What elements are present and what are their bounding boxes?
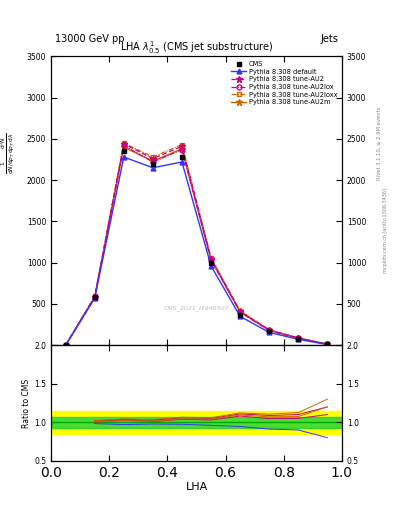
Title: LHA $\lambda^{1}_{0.5}$ (CMS jet substructure): LHA $\lambda^{1}_{0.5}$ (CMS jet substru…	[120, 39, 273, 56]
Text: $\frac{1}{\mathrm{d}N/\mathrm{d}p_T}\frac{\mathrm{d}^2N}{\mathrm{d}p_T\,\mathrm{: $\frac{1}{\mathrm{d}N/\mathrm{d}p_T}\fra…	[0, 133, 17, 175]
Bar	[51, 417, 342, 428]
Bar	[51, 411, 342, 434]
Text: Jets: Jets	[320, 33, 338, 44]
Y-axis label: Ratio to CMS: Ratio to CMS	[22, 378, 31, 428]
Legend: CMS, Pythia 8.308 default, Pythia 8.308 tune-AU2, Pythia 8.308 tune-AU2lox, Pyth: CMS, Pythia 8.308 default, Pythia 8.308 …	[230, 60, 339, 106]
Text: mcplots.cern.ch [arXiv:1306.3436]: mcplots.cern.ch [arXiv:1306.3436]	[383, 188, 387, 273]
Text: Rivet 3.1.10, ≥ 2.9M events: Rivet 3.1.10, ≥ 2.9M events	[377, 106, 382, 180]
X-axis label: LHA: LHA	[185, 482, 208, 493]
Text: CMS_2021_I1946507: CMS_2021_I1946507	[163, 305, 230, 311]
Text: 13000 GeV pp: 13000 GeV pp	[55, 33, 125, 44]
